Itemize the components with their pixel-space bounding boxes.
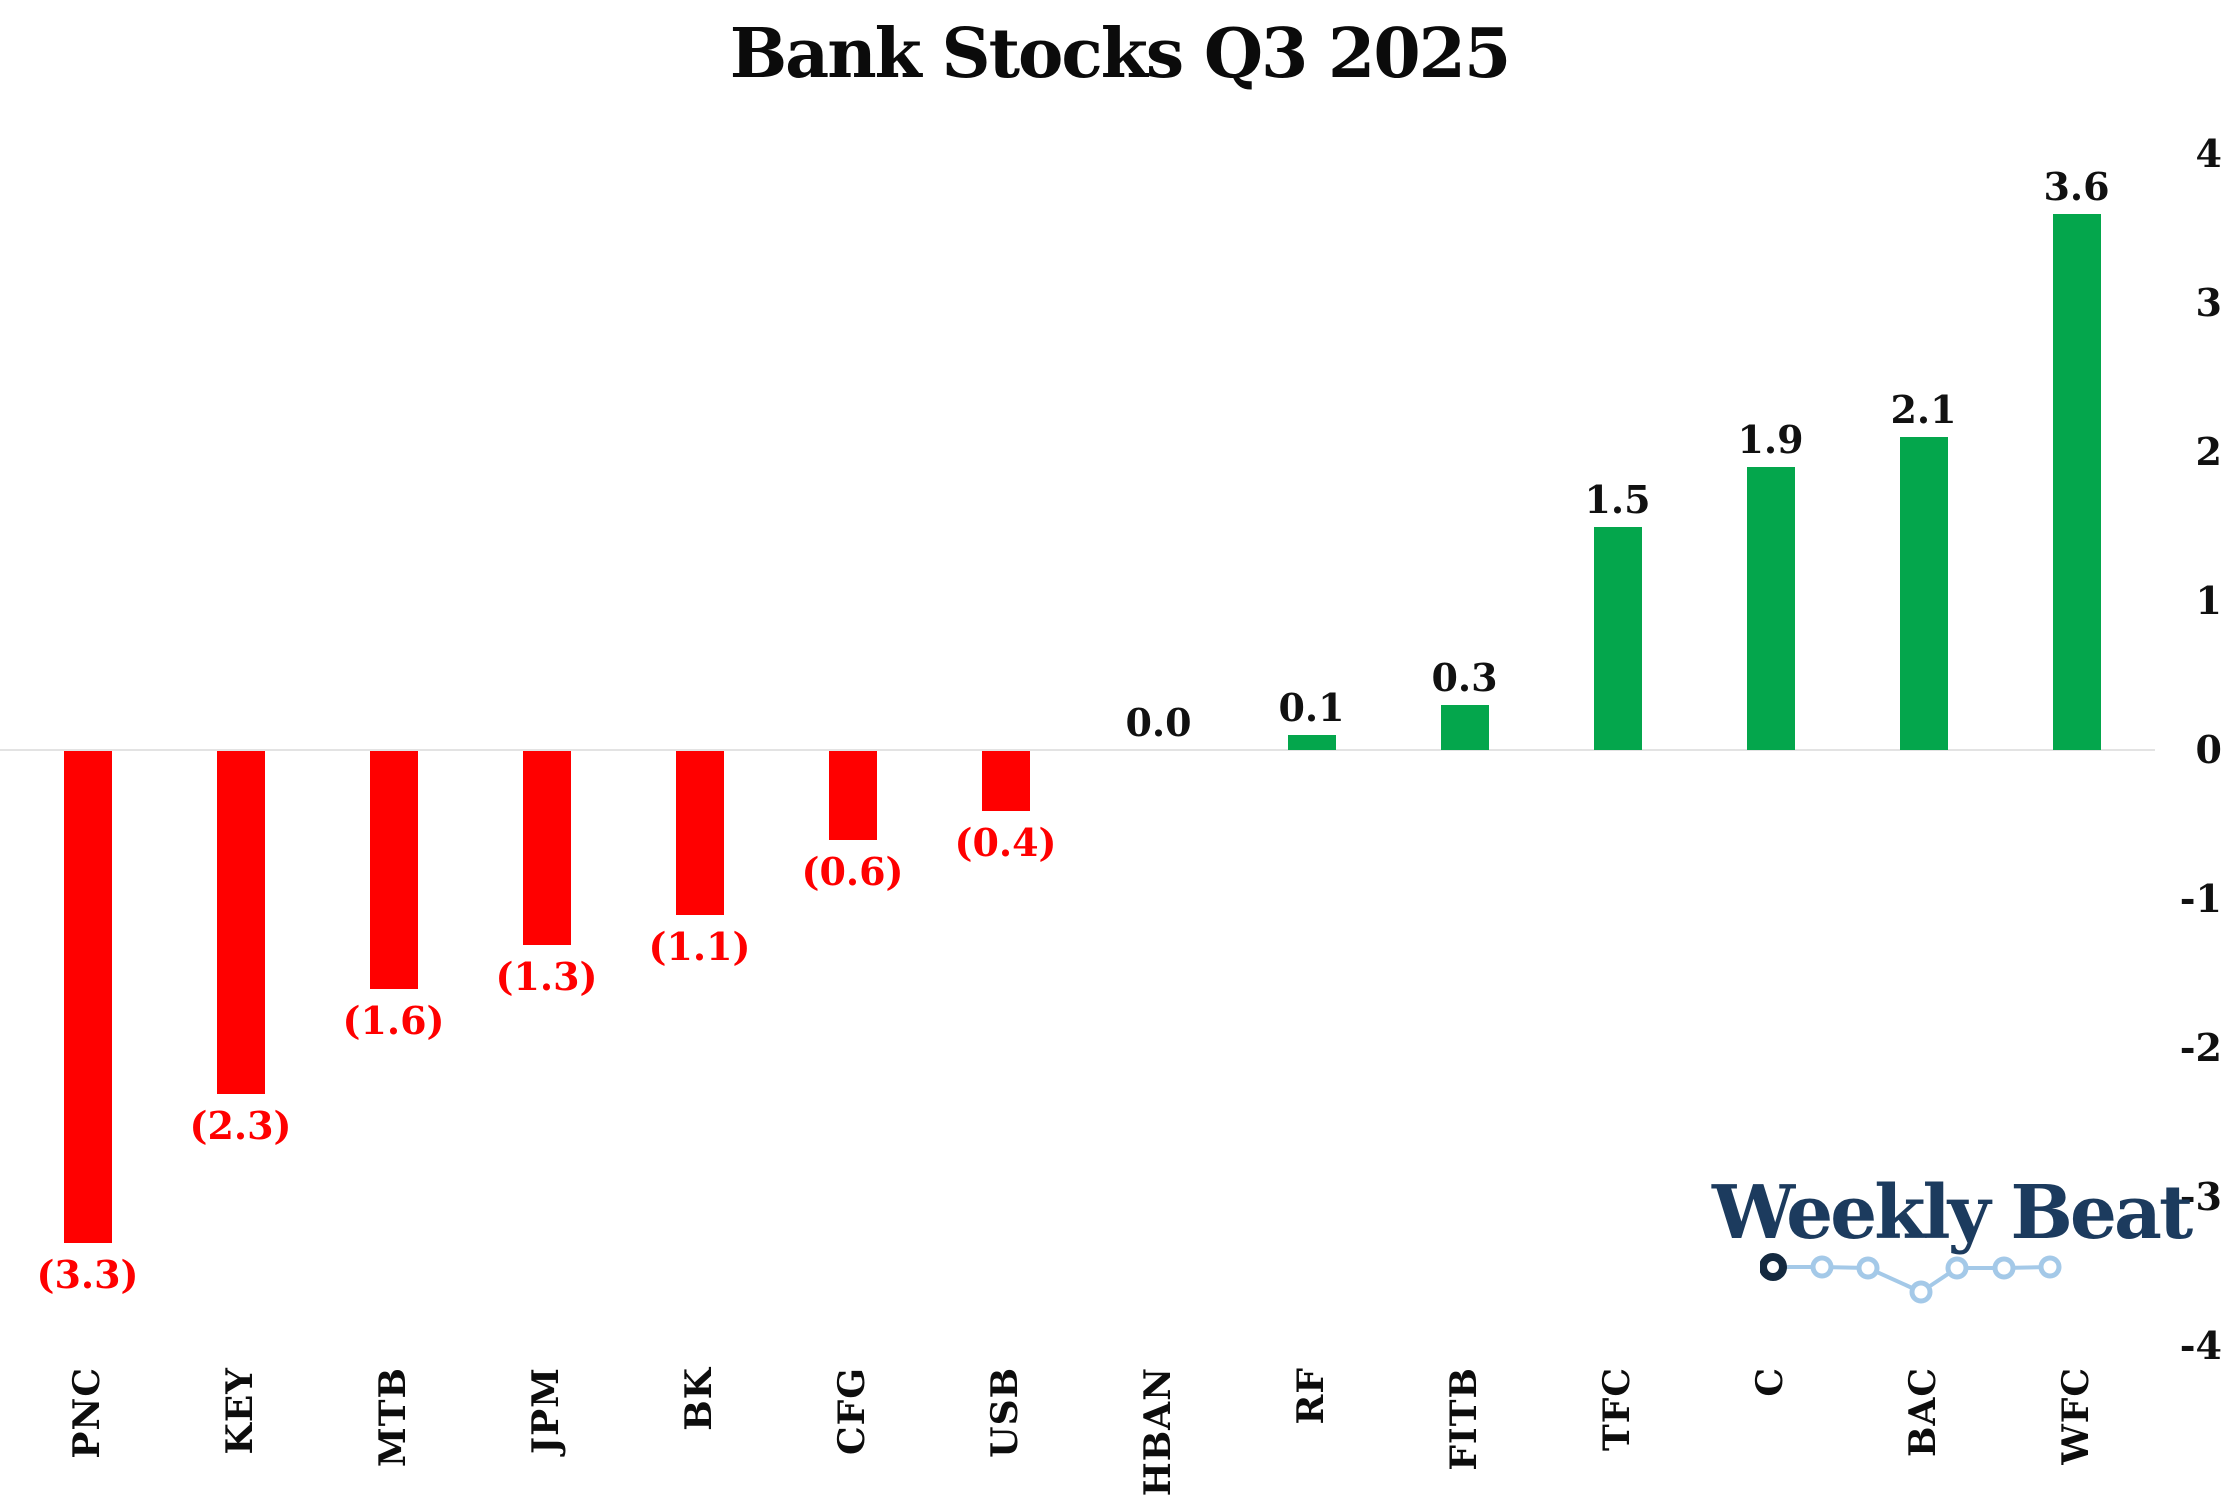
bar-value-label-FITB: 0.3 bbox=[1431, 655, 1498, 701]
x-tick-KEY: KEY bbox=[218, 1367, 261, 1455]
y-tick-4: 4 bbox=[2195, 131, 2222, 176]
bar-KEY bbox=[216, 751, 265, 1094]
bar-value-label-PNC: (3.3) bbox=[36, 1251, 139, 1297]
zero-axis-line bbox=[0, 749, 2155, 751]
x-tick-TFC: TFC bbox=[1595, 1367, 1638, 1451]
bar-BK bbox=[675, 751, 724, 915]
y-tick--3: -3 bbox=[2179, 1174, 2222, 1219]
bar-CFG bbox=[828, 751, 877, 841]
x-tick-MTB: MTB bbox=[371, 1367, 414, 1468]
y-tick-3: 3 bbox=[2195, 280, 2222, 325]
bar-value-label-TFC: 1.5 bbox=[1584, 476, 1651, 522]
x-tick-C: C bbox=[1748, 1367, 1791, 1397]
y-tick-1: 1 bbox=[2195, 578, 2222, 623]
x-tick-RF: RF bbox=[1289, 1367, 1332, 1425]
weeklybeat-logo: Weekly Beat bbox=[1712, 1170, 2193, 1304]
bar-value-label-JPM: (1.3) bbox=[495, 953, 598, 999]
x-tick-WFC: WFC bbox=[2054, 1367, 2097, 1465]
bar-BAC bbox=[1899, 437, 1948, 750]
bar-value-label-KEY: (2.3) bbox=[189, 1102, 292, 1148]
y-tick--2: -2 bbox=[2179, 1025, 2222, 1070]
bar-C bbox=[1746, 466, 1795, 750]
bar-value-label-USB: (0.4) bbox=[954, 819, 1057, 865]
x-tick-BAC: BAC bbox=[1901, 1367, 1944, 1458]
y-tick-0: 0 bbox=[2195, 727, 2222, 772]
y-tick--4: -4 bbox=[2179, 1323, 2222, 1368]
bar-value-label-WFC: 3.6 bbox=[2043, 163, 2110, 209]
x-tick-JPM: JPM bbox=[524, 1367, 567, 1454]
x-tick-BK: BK bbox=[677, 1367, 720, 1431]
bar-value-label-HBAN: 0.0 bbox=[1125, 700, 1192, 745]
bar-value-label-BAC: 2.1 bbox=[1890, 387, 1957, 433]
bar-FITB bbox=[1440, 705, 1489, 750]
x-tick-HBAN: HBAN bbox=[1136, 1367, 1179, 1496]
bar-value-label-C: 1.9 bbox=[1737, 416, 1804, 462]
x-tick-FITB: FITB bbox=[1442, 1367, 1485, 1471]
bar-TFC bbox=[1593, 526, 1642, 750]
x-tick-USB: USB bbox=[983, 1367, 1026, 1458]
bar-value-label-RF: 0.1 bbox=[1278, 685, 1345, 731]
x-tick-PNC: PNC bbox=[65, 1367, 108, 1459]
bar-RF bbox=[1287, 735, 1336, 750]
bar-MTB bbox=[369, 751, 418, 990]
bar-value-label-BK: (1.1) bbox=[648, 923, 751, 969]
bar-JPM bbox=[522, 751, 571, 945]
bar-USB bbox=[981, 751, 1030, 811]
y-tick-2: 2 bbox=[2195, 429, 2222, 474]
x-tick-CFG: CFG bbox=[830, 1367, 873, 1455]
bar-PNC bbox=[63, 751, 112, 1243]
y-tick--1: -1 bbox=[2179, 876, 2222, 921]
chart-title: Bank Stocks Q3 2025 bbox=[729, 14, 1512, 94]
weeklybeat-logo-text: Weekly Beat bbox=[1712, 1170, 2193, 1256]
bar-value-label-MTB: (1.6) bbox=[342, 998, 445, 1044]
weeklybeat-sparkline-icon bbox=[1760, 1253, 2062, 1304]
bar-WFC bbox=[2052, 213, 2101, 750]
bar-value-label-CFG: (0.6) bbox=[801, 849, 904, 895]
